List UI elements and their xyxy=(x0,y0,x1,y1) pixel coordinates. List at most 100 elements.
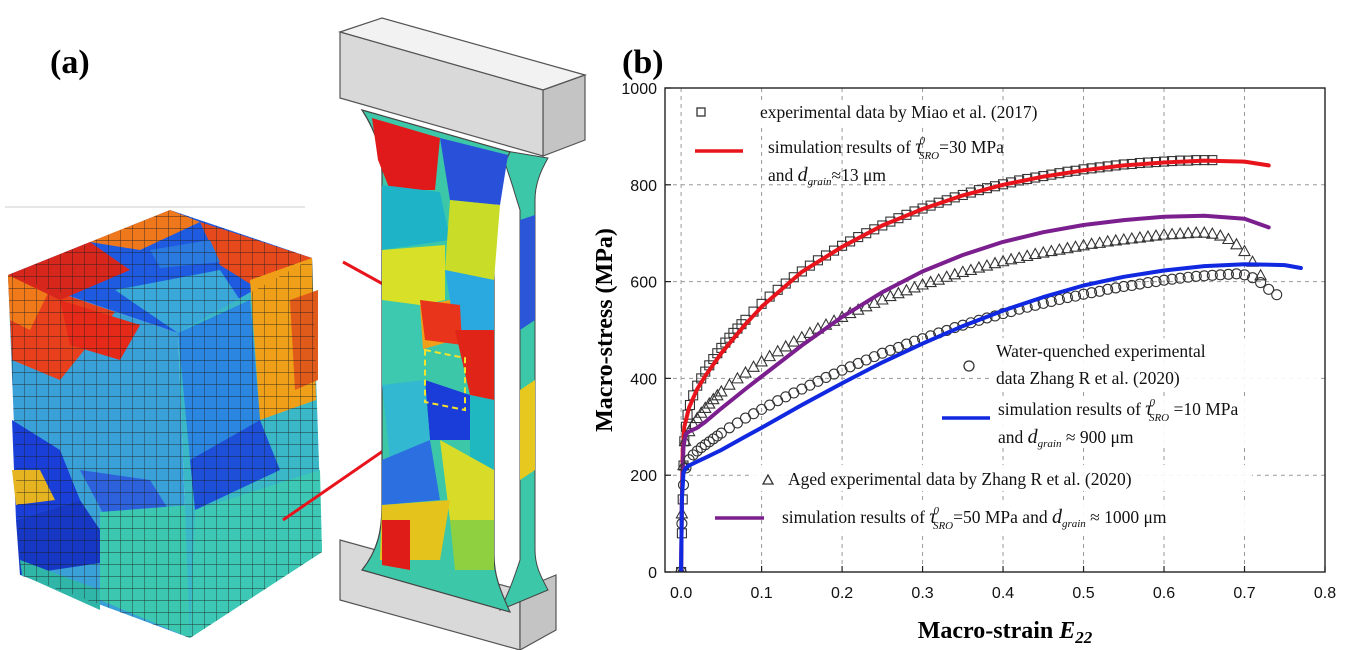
data-point-circle xyxy=(1077,288,1090,300)
data-point-triangle xyxy=(1085,237,1099,249)
data-point-triangle xyxy=(956,265,970,277)
data-point-triangle xyxy=(1004,252,1018,265)
data-point-triangle xyxy=(1028,247,1042,260)
data-point-circle xyxy=(1061,292,1073,304)
data-point-triangle xyxy=(722,378,736,390)
legend-exp-miao: experimental data by Miao et al. (2017) xyxy=(760,102,1038,122)
legend-sim30-line2: and dgrain≈13 μm xyxy=(768,164,886,188)
data-point-triangle xyxy=(1149,228,1163,241)
data-point-circle xyxy=(1142,277,1154,289)
data-point-circle xyxy=(1230,268,1243,280)
data-point-triangle xyxy=(1173,227,1187,239)
data-point-triangle xyxy=(1181,226,1195,239)
data-point-circle xyxy=(1174,272,1186,284)
data-point-triangle xyxy=(1020,249,1034,261)
data-point-circle xyxy=(723,422,735,434)
legend-wq-line2: data Zhang R et al. (2020) xyxy=(996,368,1180,388)
data-point-circle xyxy=(691,445,703,457)
data-point-circle xyxy=(1238,269,1251,281)
x-tick-label: 0.7 xyxy=(1233,585,1255,602)
x-tick-label: 0.5 xyxy=(1072,585,1094,602)
legend-aged: Aged experimental data by Zhang R et al.… xyxy=(788,469,1132,489)
legend-sim30-line1: simulation results of τ0 SRO=30 MPa xyxy=(768,135,1004,162)
y-tick-label: 600 xyxy=(630,275,657,292)
x-tick-label: 0.6 xyxy=(1153,585,1175,602)
data-point-triangle xyxy=(706,392,720,405)
data-point-triangle xyxy=(731,371,744,384)
data-point-triangle xyxy=(1205,227,1219,239)
data-point-triangle xyxy=(1213,228,1227,241)
data-point-circle xyxy=(1094,285,1106,297)
data-point-triangle xyxy=(940,270,954,282)
data-point-circle xyxy=(1134,278,1146,290)
data-point-triangle xyxy=(1012,251,1026,263)
series-line xyxy=(679,213,1271,572)
x-tick-label: 0.8 xyxy=(1314,585,1336,602)
data-point-triangle xyxy=(1125,231,1139,244)
data-point-triangle xyxy=(883,289,897,302)
rve-cube xyxy=(8,210,322,638)
x-tick-label: 0.3 xyxy=(911,585,933,602)
data-point-circle xyxy=(1198,270,1210,282)
data-point-circle xyxy=(1086,287,1098,299)
selection-box xyxy=(424,348,466,412)
data-point-circle xyxy=(1110,282,1122,294)
legend-marker-triangle xyxy=(761,473,775,485)
data-point-triangle xyxy=(908,280,921,293)
data-point-triangle xyxy=(891,286,905,299)
series-3 xyxy=(679,213,1271,572)
data-point-triangle xyxy=(710,388,724,401)
data-point-triangle xyxy=(1093,236,1107,248)
data-point-triangle xyxy=(916,277,929,290)
data-point-triangle xyxy=(1221,232,1235,245)
data-point-triangle xyxy=(988,256,1002,269)
data-point-circle xyxy=(1069,290,1082,302)
data-point-triangle xyxy=(932,273,946,285)
data-point-triangle xyxy=(1133,230,1147,243)
legend: experimental data by Miao et al. (2017) … xyxy=(692,102,1324,532)
cube-left-face xyxy=(8,275,190,638)
data-point-circle xyxy=(1263,283,1275,295)
data-point-triangle xyxy=(702,396,716,409)
data-point-triangle xyxy=(1189,226,1203,238)
data-point-circle xyxy=(731,417,743,429)
data-point-circle xyxy=(1150,276,1162,288)
data-point-circle xyxy=(1190,270,1202,282)
y-tick-label: 800 xyxy=(630,178,657,195)
data-point-triangle xyxy=(698,401,712,413)
data-point-circle xyxy=(1126,279,1138,292)
panel-a: (a) xyxy=(5,17,587,650)
cube-right-face xyxy=(178,258,322,638)
y-axis-title: Macro-stress (MPa) xyxy=(592,228,618,432)
tensile-specimen xyxy=(337,17,587,650)
data-point-triangle xyxy=(1230,237,1243,250)
legend-marker-square xyxy=(696,107,706,117)
y-tick-label: 200 xyxy=(630,468,657,485)
data-point-triangle xyxy=(787,334,801,347)
data-point-triangle xyxy=(972,260,986,273)
legend-wq-line1: Water-quenched experimental xyxy=(996,341,1206,361)
series-1 xyxy=(679,158,1271,572)
data-point-triangle xyxy=(1117,232,1131,245)
data-point-circle xyxy=(1271,289,1283,301)
y-tick-label: 400 xyxy=(630,371,657,388)
data-point-triangle xyxy=(1157,227,1171,240)
series-line xyxy=(679,262,1303,572)
legend-sim10-line1: simulation results of τ0 SRO =10 MPa xyxy=(998,397,1239,424)
x-tick-labels: 0.0 0.1 0.2 0.3 0.4 0.5 0.6 0.7 0.8 xyxy=(670,585,1336,602)
data-point-circle xyxy=(884,344,896,356)
data-point-triangle xyxy=(739,365,752,378)
data-point-triangle xyxy=(948,267,962,280)
x-tick-label: 0.4 xyxy=(992,585,1014,602)
panel-b-chart: (b) 0 200 400 600 800 1000 0.0 0.1 0.2 0.3 0.4 0.5… xyxy=(592,44,1336,647)
plot-frame xyxy=(664,87,1326,573)
data-point-circle xyxy=(1222,268,1234,280)
x-axis-title: Macro-strain E22 xyxy=(918,618,1093,647)
data-point-triangle xyxy=(1101,234,1115,247)
y-tick-label: 1000 xyxy=(621,81,657,98)
data-point-triangle xyxy=(1238,244,1251,257)
legend-sim50: simulation results of τ0 SRO=50 MPa and d… xyxy=(782,505,1167,532)
data-point-circle xyxy=(687,449,699,461)
data-point-triangle xyxy=(875,292,889,305)
data-point-triangle xyxy=(714,384,728,397)
